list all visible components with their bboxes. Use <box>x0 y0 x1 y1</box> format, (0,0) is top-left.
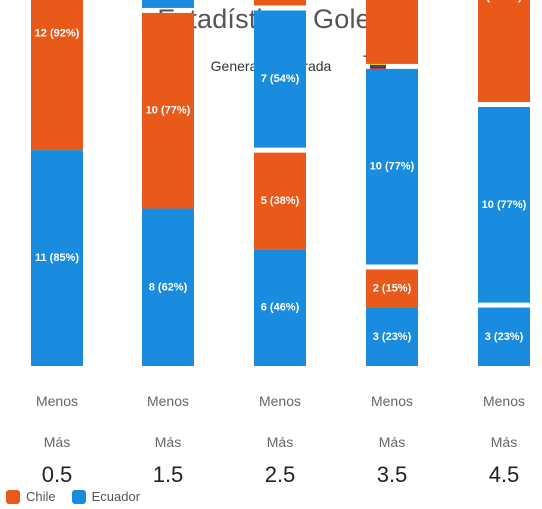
bar-under-chile-4.5 <box>478 0 530 102</box>
legend-item-ecuador: Ecuador <box>71 489 141 504</box>
legend-swatch-ecuador <box>71 489 86 504</box>
bar-under-chile-3.5 <box>366 0 418 64</box>
bar-under-ecuador-3.5 <box>366 68 418 265</box>
row-label-over-1.5: Más <box>155 434 181 450</box>
legend-label-chile: Chile <box>26 489 56 504</box>
bar-over-chile-0.5 <box>31 0 83 151</box>
bar-over-ecuador-4.5 <box>478 307 530 366</box>
bar-over-ecuador-1.5 <box>142 208 194 366</box>
bar-over-ecuador-2.5 <box>254 249 306 366</box>
tick-label-0.5: 0.5 <box>42 462 73 487</box>
bar-over-ecuador-4.5-label: 3 (23%) <box>485 331 524 343</box>
bar-under-ecuador-2.5-label: 7 (54%) <box>261 73 300 85</box>
bar-over-ecuador-2.5-label: 6 (46%) <box>261 302 300 314</box>
bar-over-ecuador-0.5-label: 11 (85%) <box>35 252 79 264</box>
row-label-under-4.5: Menos <box>483 393 525 409</box>
bar-over-chile-0.5-label: 12 (92%) <box>35 27 80 39</box>
row-label-under-0.5: Menos <box>36 393 78 409</box>
row-label-under-2.5: Menos <box>259 393 301 409</box>
bar-under-ecuador-4.5 <box>478 107 530 303</box>
row-label-over-0.5: Más <box>44 434 70 450</box>
legend-item-chile: Chile <box>6 489 56 504</box>
row-label-over-2.5: Más <box>267 434 293 450</box>
bar-over-chile-1.5 <box>142 12 194 209</box>
tick-label-1.5: 1.5 <box>153 462 184 487</box>
bar-over-chile-2.5 <box>254 152 306 250</box>
tick-label-2.5: 2.5 <box>265 462 296 487</box>
bar-over-ecuador-3.5 <box>366 307 418 366</box>
legend: Chile Ecuador <box>6 489 156 504</box>
legend-label-ecuador: Ecuador <box>91 489 141 504</box>
bar-under-ecuador-3.5-label: 10 (77%) <box>370 161 415 173</box>
row-label-under-1.5: Menos <box>147 393 189 409</box>
bar-under-chile-4.5-label: 13(100%) <box>486 0 522 3</box>
bar-over-ecuador-1.5-label: 8 (62%) <box>149 281 188 293</box>
legend-swatch-chile <box>6 489 20 504</box>
row-label-over-4.5: Más <box>491 434 517 450</box>
bar-over-chile-2.5-label: 5 (38%) <box>261 195 300 207</box>
bar-over-chile-3.5-label: 2 (15%) <box>373 283 412 295</box>
tick-label-4.5: 4.5 <box>489 462 520 487</box>
bar-under-ecuador-1.5 <box>142 0 194 8</box>
row-label-under-3.5: Menos <box>371 393 413 409</box>
bar-under-chile-2.5 <box>254 0 306 6</box>
bar-over-ecuador-3.5-label: 3 (23%) <box>373 331 412 343</box>
bar-over-chile-3.5 <box>366 269 418 308</box>
row-label-over-3.5: Más <box>379 434 405 450</box>
bar-over-chile-1.5-label: 10 (77%) <box>146 105 191 117</box>
tick-label-3.5: 3.5 <box>377 462 408 487</box>
bar-under-ecuador-4.5-label: 10 (77%) <box>482 199 527 211</box>
bar-under-ecuador-2.5 <box>254 10 306 148</box>
bar-over-ecuador-0.5 <box>31 150 83 366</box>
